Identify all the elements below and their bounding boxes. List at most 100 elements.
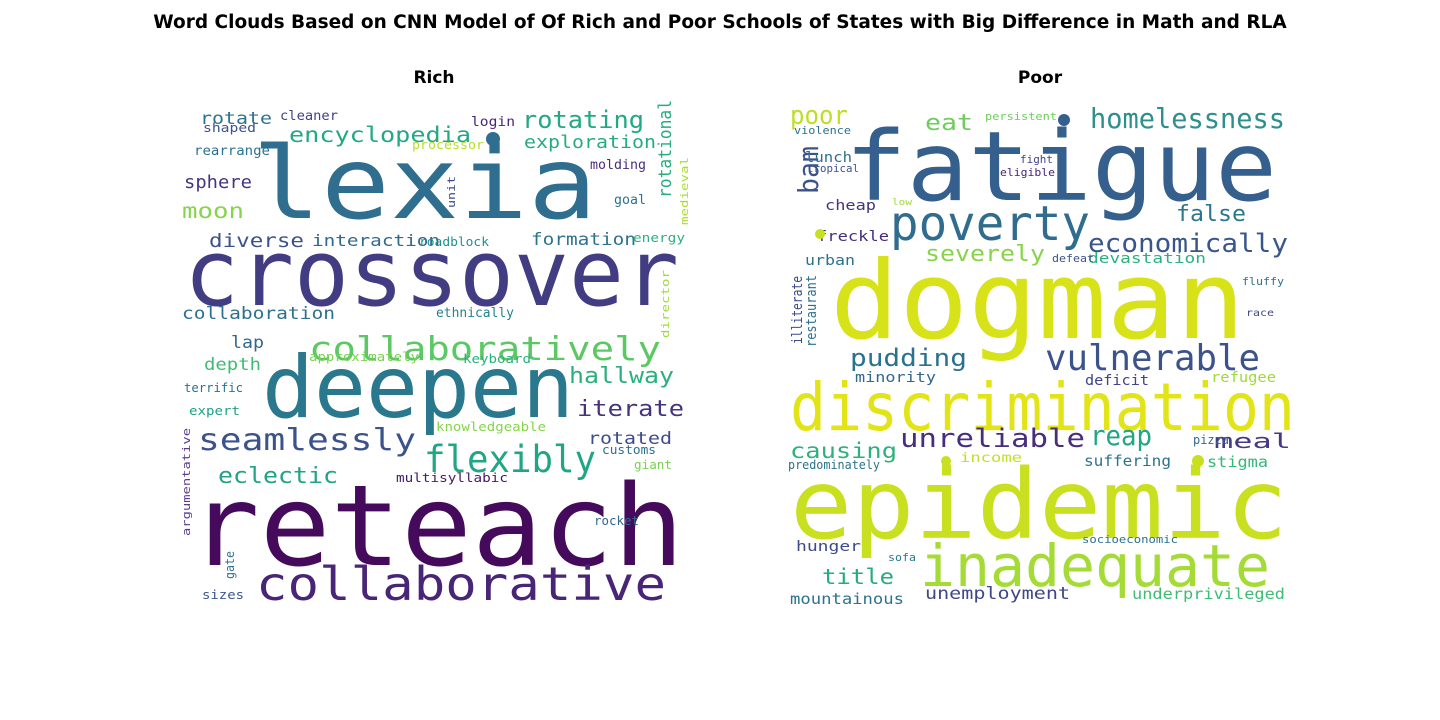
rich-word-energy: energy [633,231,685,245]
poor-word-unemployment: unemployment [925,584,1070,604]
rich-word-collaborative: collaborative [256,557,666,610]
rich-word-seamlessly: seamlessly [198,423,416,458]
rich-word-formation: formation [531,230,636,250]
poor-word-epidemic: epidemic [790,449,1288,561]
poor-glyph-dot [941,456,951,466]
poor-word-hunger: hunger [796,539,861,555]
poor-word-false: false [1176,202,1246,227]
rich-word-sizes: sizes [202,588,244,602]
rich-word-sphere: sphere [184,172,252,193]
rich-word-customs: customs [602,443,656,457]
poor-word-freckle: freckle [817,229,889,245]
poor-word-fight: fight [1020,153,1053,166]
poor-word-predominately: predominately [788,458,880,472]
poor-word-illiterate: illiterate [790,276,806,344]
rich-word-interaction: interaction [312,231,440,250]
poor-word-devastation: devastation [1088,251,1206,267]
poor-word-socioeconomic: socioeconomic [1082,533,1178,546]
rich-word-cloud-svg: reteachlexiacrossoverdeepencollaborative… [180,100,691,610]
rich-word-diverse: diverse [209,230,304,252]
poor-word-mountainous: mountainous [790,590,904,608]
rich-word-knowledgeable: knowledgeable [436,420,546,434]
rich-word-giant: giant [634,458,672,472]
rich-word-eclectic: eclectic [218,464,338,489]
rich-word-terrific: terrific [184,381,243,395]
poor-word-homelessness: homelessness [1090,102,1285,135]
poor-word-eligible: eligible [1000,166,1055,179]
rich-glyph-dot [486,132,500,146]
poor-word-bam: bam [792,146,825,194]
poor-glyph-dot [1192,455,1204,467]
poor-word-cloud: epidemic dogman fatigue discrimination inade… [780,100,1300,610]
poor-word-restaurant: restaurant [804,275,820,347]
rich-word-hallway: hallway [569,364,674,389]
poor-word-deficit: deficit [1085,373,1149,389]
rich-word-depth: depth [204,355,261,375]
poor-glyph-dot [1058,114,1070,126]
rich-word-goal: goal [614,193,646,208]
rich-word-expert: expert [189,404,240,418]
rich-word-lexia: lexia [252,125,597,242]
rich-word-cloud: reteach lexia crossover deepen collaborative… [174,100,694,610]
rich-word-rotating: rotating [522,106,644,134]
rich-word-rearrange: rearrange [194,144,270,159]
poor-word-vulnerable: vulnerable [1045,338,1260,379]
poor-word-sofa: sofa [888,551,916,564]
poor-word-persistent: persistent [985,110,1057,123]
poor-word-refugee: refugee [1211,370,1276,386]
rich-word-keyboard: keyboard [463,352,531,366]
rich-word-flexibly: flexibly [424,438,596,481]
poor-glyph-dot [815,229,825,239]
poor-word-causing: causing [790,439,897,463]
poor-word-minority: minority [855,370,936,386]
rich-word-gate: gate [223,551,237,579]
poor-word-pudding: pudding [850,344,967,372]
rich-word-director: director [659,270,672,338]
rich-word-rocket: rocket [594,514,639,528]
poor-word-reap: reap [1090,419,1152,452]
rich-word-login: login [471,115,515,130]
poor-word-underprivileged: underprivileged [1132,585,1285,603]
poor-word-cheap: cheap [825,198,876,214]
poor-word-fatigue: fatigue [845,111,1277,223]
rich-word-shaped: shaped [203,121,256,135]
rich-word-medieval: medieval [678,157,691,225]
rich-word-rotational: rotational [655,100,676,198]
poor-word-urban: urban [805,253,855,269]
poor-word-unreliable: unreliable [900,424,1085,454]
rich-word-moon: moon [182,199,244,223]
rich-word-lap: lap [231,333,264,353]
poor-word-race: race [1246,308,1274,319]
poor-word-inadequate: inadequate [920,532,1270,600]
poor-word-dogman: dogman [830,239,1245,364]
rich-word-ethnically: ethnically [436,306,514,321]
rich-word-argumentative: argumentative [180,428,193,536]
poor-word-meal: meal [1214,429,1291,453]
rich-panel-title: Rich [413,68,455,88]
rich-word-collaboration: collaboration [182,304,335,324]
poor-word-eat: eat [925,111,973,136]
poor-word-economically: economically [1088,229,1288,259]
rich-word-cleaner: cleaner [280,109,338,124]
poor-word-lunch: lunch [805,150,852,166]
rich-word-molding: molding [590,158,646,173]
poor-word-fluffy: fluffy [1242,275,1284,288]
poor-word-title: title [822,565,894,589]
poor-word-tropical: tropical [807,162,859,175]
poor-word-severely: severely [925,242,1045,267]
rich-word-exploration: exploration [524,132,656,153]
rich-word-crossover: crossover [184,220,679,327]
rich-word-rotated: rotated [588,429,672,449]
poor-word-cloud-svg: epidemic dogman fatigue discrimination inade… [788,101,1295,608]
poor-word-discrimination: discrimination [790,369,1295,446]
poor-word-poor: poor [790,101,848,131]
poor-panel-title: Poor [1017,68,1063,88]
poor-word-pizza: pizza [1193,433,1229,447]
rich-word-reteach: reteach [189,462,684,592]
poor-word-defeat: defeat [1052,252,1094,265]
rich-word-collaboratively: collaboratively [309,329,661,368]
poor-word-suffering: suffering [1084,452,1171,470]
rich-word-encyclopedia: encyclopedia [289,123,471,147]
rich-word-unit: unit [445,176,458,208]
poor-word-stigma: stigma [1207,453,1268,471]
